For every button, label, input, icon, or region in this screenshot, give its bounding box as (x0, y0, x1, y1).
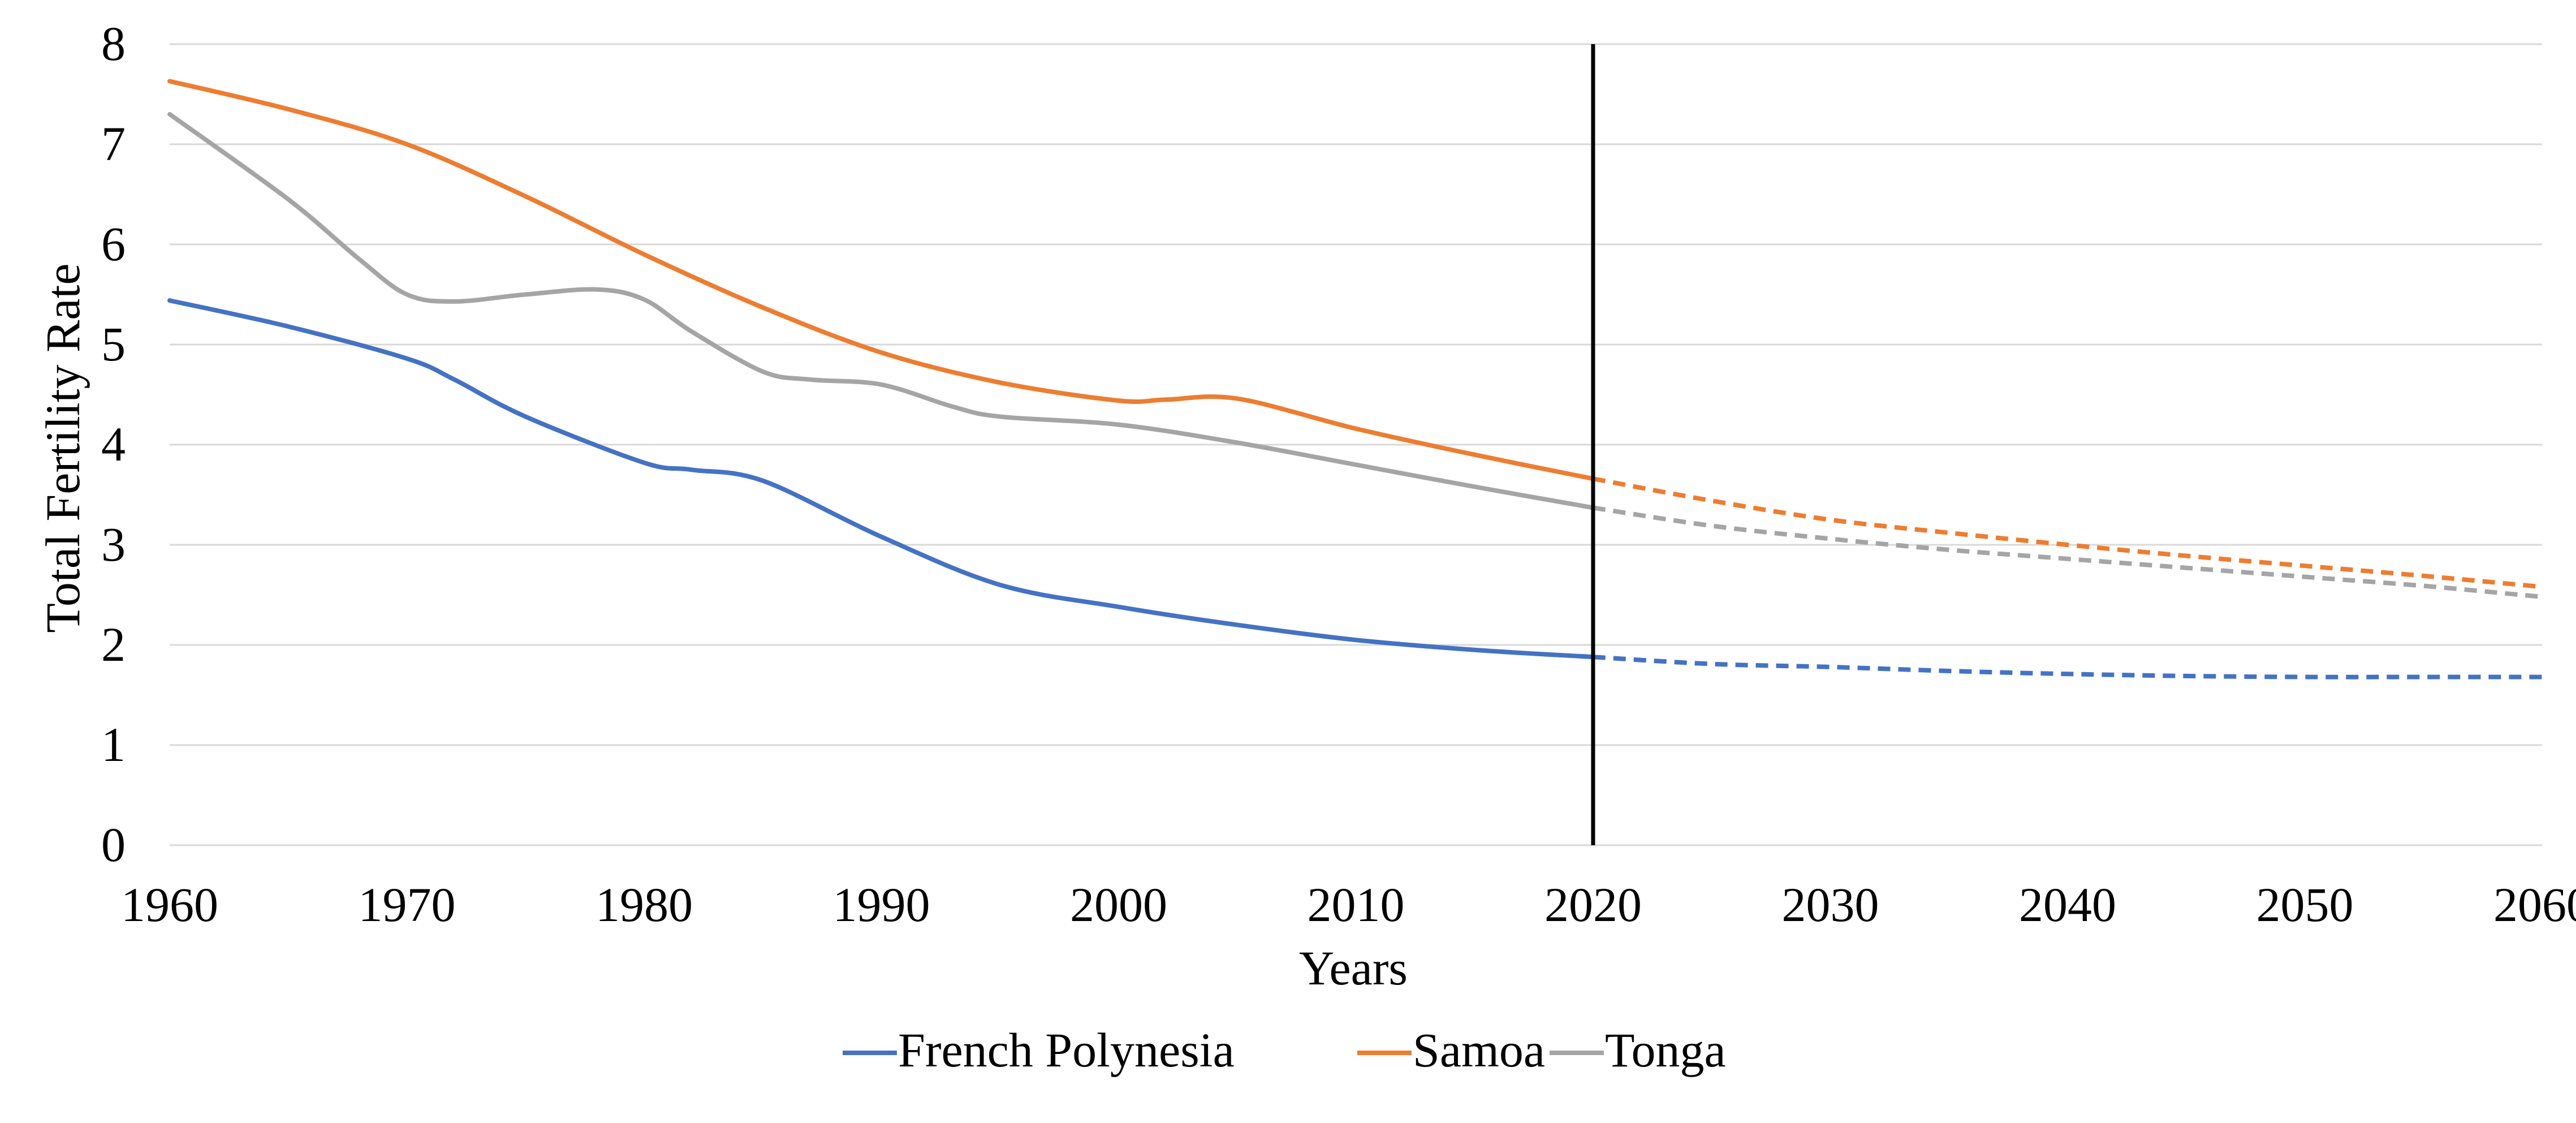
x-axis-title: Years (1299, 941, 1408, 995)
legend-label-samoa: Samoa (1413, 1023, 1545, 1077)
y-axis-title: Total Fertility Rate (36, 263, 90, 633)
series-line-samoa-observed (167, 79, 1595, 481)
y-tick-label: 0 (101, 817, 126, 872)
x-tick-label: 2020 (1544, 877, 1642, 932)
x-tick-label: 2030 (1782, 877, 1879, 932)
legend: French Polynesia Samoa Tonga (843, 1023, 1726, 1077)
series-line-tonga-projected (1593, 505, 2543, 599)
tick-labels: 0 1 2 3 4 5 6 7 8 1960 1970 1980 1990 2000 2010 2020 203… (101, 16, 2576, 932)
x-tick-label: 2000 (1070, 877, 1167, 932)
series-line-french-polynesia-projected (1593, 655, 2542, 679)
x-tick-label: 2010 (1308, 877, 1405, 932)
x-tick-label: 1960 (121, 877, 218, 932)
y-tick-label: 4 (101, 417, 126, 471)
series-line-french-polynesia-observed (167, 298, 1595, 660)
x-tick-label: 1970 (359, 877, 456, 932)
series-lines (167, 79, 2543, 679)
y-tick-label: 3 (101, 517, 126, 571)
x-tick-label: 1980 (596, 877, 693, 932)
y-tick-label: 8 (101, 16, 126, 71)
legend-label-french-polynesia: French Polynesia (898, 1023, 1235, 1077)
x-tick-label: 2060 (2493, 877, 2576, 932)
y-tick-label: 2 (101, 617, 126, 672)
x-tick-label: 2050 (2256, 877, 2354, 932)
x-tick-label: 2040 (2019, 877, 2116, 932)
gridlines (170, 43, 2542, 746)
y-tick-label: 7 (101, 117, 126, 171)
legend-label-tonga: Tonga (1605, 1023, 1726, 1077)
x-tick-label: 1990 (833, 877, 930, 932)
y-tick-label: 6 (101, 217, 126, 271)
series-line-tonga-observed (167, 111, 1595, 510)
y-tick-label: 5 (101, 317, 126, 371)
y-tick-label: 1 (101, 717, 126, 772)
series-line-samoa-projected (1593, 476, 2543, 590)
